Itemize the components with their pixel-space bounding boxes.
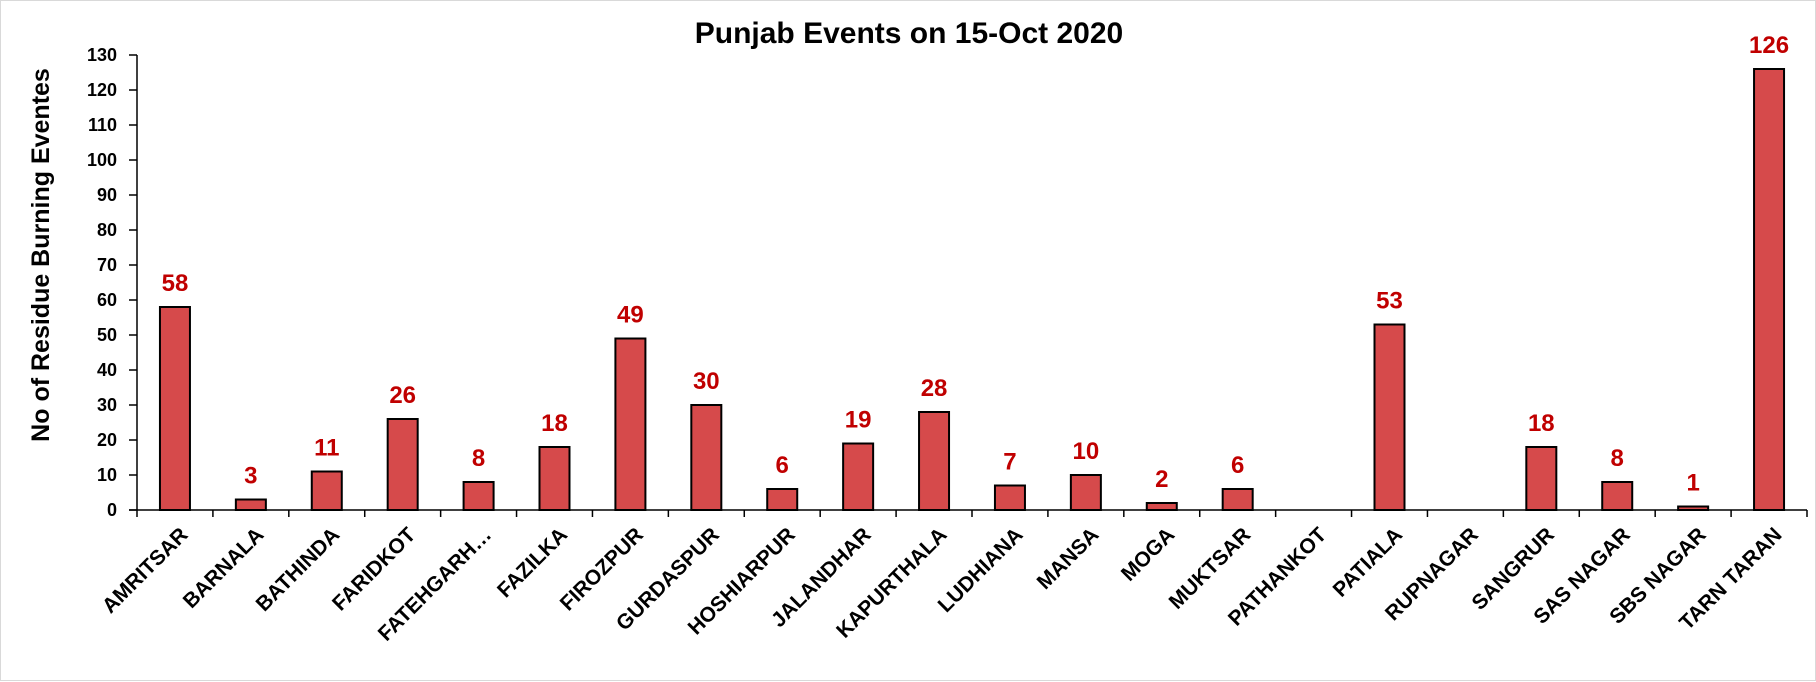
- bar: [842, 442, 875, 511]
- bar: [1221, 488, 1254, 511]
- bar: [690, 404, 723, 511]
- y-tick-label: 10: [97, 465, 117, 485]
- data-label: 1: [1686, 470, 1699, 497]
- bar: [1525, 446, 1558, 511]
- y-tick-label: 20: [97, 430, 117, 450]
- y-axis-label: No of Residue Burning Eventes: [27, 68, 55, 442]
- bar: [1373, 323, 1406, 511]
- data-label: 10: [1073, 438, 1100, 465]
- y-tick-label: 60: [97, 290, 117, 310]
- data-label: 53: [1376, 288, 1403, 315]
- data-label: 26: [389, 382, 416, 409]
- bar: [462, 481, 495, 511]
- bar: [1601, 481, 1634, 511]
- data-label: 2: [1155, 466, 1168, 493]
- bar: [918, 411, 951, 511]
- y-tick-label: 110: [88, 115, 117, 135]
- data-label: 11: [314, 435, 339, 462]
- y-tick-label: 70: [97, 255, 117, 275]
- x-tick-label: PATIALA: [1329, 523, 1407, 601]
- data-label: 8: [472, 445, 485, 472]
- data-label: 49: [617, 302, 644, 329]
- x-tick-label: AMRITSAR: [98, 523, 193, 618]
- bar: [1069, 474, 1102, 511]
- bar: [766, 488, 799, 511]
- bar: [310, 470, 343, 511]
- data-label: 19: [845, 407, 872, 434]
- data-label: 30: [693, 368, 720, 395]
- y-tick-label: 30: [97, 395, 117, 415]
- y-tick-label: 40: [97, 360, 117, 380]
- data-label: 7: [1003, 449, 1016, 476]
- bar: [993, 484, 1026, 511]
- data-label: 6: [776, 452, 789, 479]
- y-tick-label: 100: [87, 150, 117, 170]
- y-tick-label: 120: [87, 80, 117, 100]
- data-label: 18: [1528, 410, 1555, 437]
- bar: [158, 306, 191, 511]
- x-axis-ticks: AMRITSARBARNALABATHINDAFARIDKOTFATEHGARH…: [98, 510, 1808, 646]
- y-tick-label: 80: [97, 220, 117, 240]
- bar: [614, 337, 647, 511]
- x-tick-label: MOGA: [1117, 523, 1179, 585]
- bar: [1753, 68, 1786, 511]
- bar: [1145, 502, 1178, 511]
- chart-title: Punjab Events on 15-Oct 2020: [695, 17, 1123, 50]
- y-tick-label: 130: [87, 45, 117, 65]
- y-axis-ticks: 0 10 20 30 40 50 60 70 80 90 100 110 120 130: [87, 45, 137, 520]
- x-tick-label: FAZILKA: [493, 523, 572, 602]
- data-label: 28: [921, 375, 948, 402]
- x-tick-label: MANSA: [1033, 523, 1104, 594]
- data-label: 8: [1611, 445, 1624, 472]
- data-label: 6: [1231, 452, 1244, 479]
- y-tick-label: 90: [97, 185, 117, 205]
- y-tick-label: 50: [97, 325, 117, 345]
- data-label: 18: [541, 410, 568, 437]
- data-label: 3: [244, 463, 257, 490]
- bar: [234, 498, 267, 511]
- bars: [158, 68, 1786, 511]
- bar: [538, 446, 571, 511]
- bar: [386, 418, 419, 511]
- data-label: 58: [162, 270, 189, 297]
- data-label: 126: [1749, 32, 1789, 59]
- y-tick-label: 0: [107, 500, 117, 520]
